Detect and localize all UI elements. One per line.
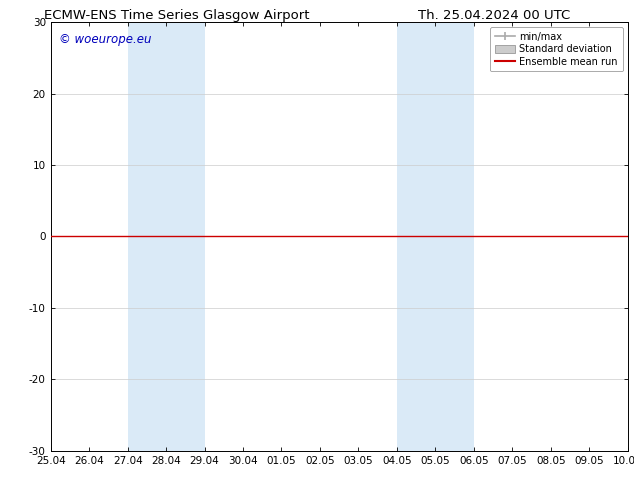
Bar (397, 22, 474, 451)
Text: © woeurope.eu: © woeurope.eu (60, 33, 152, 46)
Legend: min/max, Standard deviation, Ensemble mean run: min/max, Standard deviation, Ensemble me… (490, 27, 623, 72)
Text: ECMW-ENS Time Series Glasgow Airport: ECMW-ENS Time Series Glasgow Airport (44, 9, 310, 22)
Text: Th. 25.04.2024 00 UTC: Th. 25.04.2024 00 UTC (418, 9, 571, 22)
Bar (127, 22, 205, 451)
